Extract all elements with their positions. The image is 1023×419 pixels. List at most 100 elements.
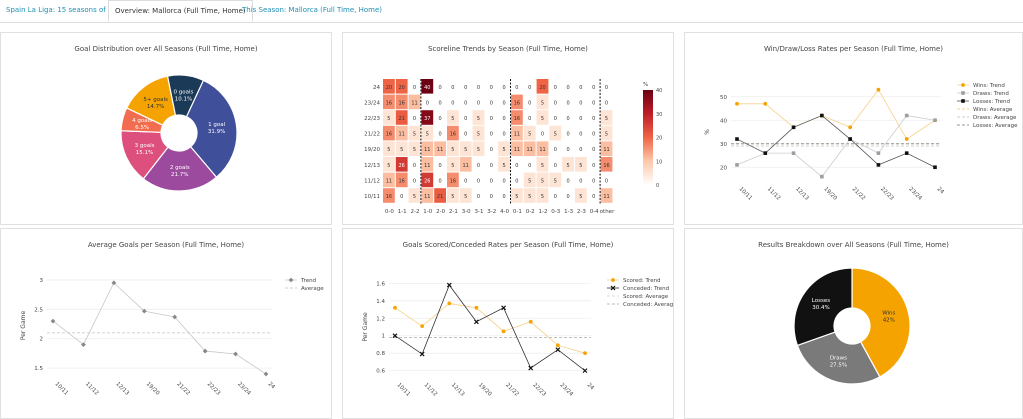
heatmap-cell xyxy=(485,188,498,203)
heatmap-cell-label: 0 xyxy=(592,163,595,169)
y-tick-label: 2.5 xyxy=(34,307,43,313)
y-tick-label: 20 xyxy=(720,165,727,171)
legend-item[interactable]: Losses: Trend xyxy=(973,99,1010,105)
heatmap-cell-label: 0 xyxy=(490,147,493,153)
chart-title: Results Breakdown over All Seasons (Full… xyxy=(758,241,949,249)
data-point xyxy=(420,324,425,329)
heatmap-cell xyxy=(511,110,523,125)
heatmap-cell xyxy=(395,141,408,156)
tab-this-season[interactable]: This Season: Mallorca (Full Time, Home) xyxy=(242,6,383,14)
data-point xyxy=(820,174,824,179)
heatmap-cell-label: 0 xyxy=(579,85,582,91)
legend-item[interactable]: Scored: Trend xyxy=(623,278,661,284)
x-tick-label: 4-0 xyxy=(500,209,509,215)
heatmap-cell xyxy=(434,157,446,172)
slice-value-label: 31.9% xyxy=(208,129,225,135)
legend-item[interactable]: Conceded: Trend xyxy=(623,286,669,292)
heatmap-cell xyxy=(511,172,523,188)
heatmap-cell xyxy=(472,125,485,141)
data-point xyxy=(419,351,425,357)
legend-item[interactable]: Draws: Average xyxy=(973,115,1017,121)
heatmap-cell xyxy=(459,157,472,172)
data-point xyxy=(904,151,909,155)
heatmap-cell-label: 0 xyxy=(554,163,557,169)
heatmap-cell xyxy=(587,172,600,188)
y-axis-label: Per Game xyxy=(20,311,27,341)
tab-overview[interactable]: Overview: Mallorca (Full Time, Home) xyxy=(108,0,253,22)
heatmap-cell-label: 0 xyxy=(503,116,506,122)
slice-value-label: 15.1% xyxy=(136,150,153,156)
heatmap-cell xyxy=(498,172,510,188)
heatmap-cell xyxy=(549,94,562,110)
heatmap-cell xyxy=(383,157,395,172)
y-tick-label: 22/23 xyxy=(364,116,380,122)
x-tick-label: 11/12 xyxy=(423,382,438,397)
series-line xyxy=(736,115,936,178)
heatmap-cell-label: 5 xyxy=(503,147,506,153)
heatmap-cell-label: 0 xyxy=(579,132,582,138)
heatmap-cell-label: 0 xyxy=(592,85,595,91)
heatmap-cell-label: 0 xyxy=(567,147,570,153)
data-point xyxy=(610,285,616,291)
heatmap-cell xyxy=(434,79,446,94)
heatmap-cell-label: 16 xyxy=(514,116,520,122)
chart-title: Goal Distribution over All Seasons (Full… xyxy=(74,45,258,53)
heatmap-cell-label: 5 xyxy=(477,132,480,138)
heatmap-cell-label: 0 xyxy=(567,85,570,91)
heatmap-cell-label: 0 xyxy=(439,163,442,169)
heatmap-cell-label: 0 xyxy=(490,163,493,169)
x-tick-label: 11/12 xyxy=(766,186,781,201)
data-point xyxy=(961,99,965,103)
heatmap-cell-label: 5 xyxy=(477,116,480,122)
heatmap-cell xyxy=(459,172,472,188)
heatmap-cell-label: 0 xyxy=(579,147,582,153)
x-tick-label: 10/11 xyxy=(54,381,69,396)
heatmap-cell xyxy=(562,141,574,156)
legend-item[interactable]: Trend xyxy=(300,278,316,284)
heatmap-cell xyxy=(549,79,562,94)
heatmap-cell xyxy=(383,172,395,188)
heatmap-cell xyxy=(600,157,613,172)
legend-item[interactable]: Scored: Average xyxy=(623,294,669,300)
legend-item[interactable]: Wins: Trend xyxy=(973,83,1005,89)
heatmap-cell xyxy=(421,125,434,141)
heatmap-cell xyxy=(587,79,600,94)
heatmap-cell xyxy=(408,125,421,141)
data-point xyxy=(933,118,937,123)
legend-item[interactable]: Conceded: Average xyxy=(623,302,674,308)
x-tick-label: 2-2 xyxy=(411,209,420,215)
heatmap-cell xyxy=(421,141,434,156)
heatmap-cell-label: 0 xyxy=(592,116,595,122)
legend-item[interactable]: Wins: Average xyxy=(973,107,1013,113)
tab-league[interactable]: Spain La Liga: 15 seasons of data xyxy=(6,6,124,14)
heatmap-cell-label: 0 xyxy=(439,85,442,91)
x-tick-label: 0-1 xyxy=(513,209,522,215)
heatmap-cell-label: 16 xyxy=(386,100,392,106)
x-tick-label: 10/11 xyxy=(396,382,411,397)
x-tick-label: 3-0 xyxy=(462,209,471,215)
heatmap-cell-label: 16 xyxy=(399,178,405,184)
heatmap-cell xyxy=(459,188,472,203)
heatmap-cell-label: 5 xyxy=(503,163,506,169)
heatmap-cell xyxy=(498,188,510,203)
x-tick-label: 2-3 xyxy=(577,209,586,215)
y-tick-label: 11/12 xyxy=(364,178,380,184)
chart-title: Scoreline Trends by Season (Full Time, H… xyxy=(428,45,588,53)
heatmap-cell xyxy=(434,125,446,141)
heatmap-cell-label: 0 xyxy=(400,194,403,200)
data-point xyxy=(848,137,852,141)
legend-item[interactable]: Losses: Average xyxy=(973,123,1018,129)
heatmap-cell-label: 0 xyxy=(605,100,608,106)
heatmap-cell xyxy=(408,172,421,188)
heatmap-cell-label: 0 xyxy=(490,100,493,106)
legend-item[interactable]: Draws: Trend xyxy=(973,91,1009,97)
x-tick-label: other xyxy=(600,209,615,215)
heatmap-cell-label: 37 xyxy=(424,116,430,122)
data-point xyxy=(904,137,909,141)
legend-item[interactable]: Average xyxy=(301,286,324,292)
x-tick-label: 24 xyxy=(586,382,596,392)
heatmap-cell xyxy=(383,94,395,110)
heatmap-cell-label: 16 xyxy=(450,178,456,184)
heatmap-cell-label: 0 xyxy=(477,194,480,200)
y-tick-label: 24 xyxy=(373,85,380,91)
